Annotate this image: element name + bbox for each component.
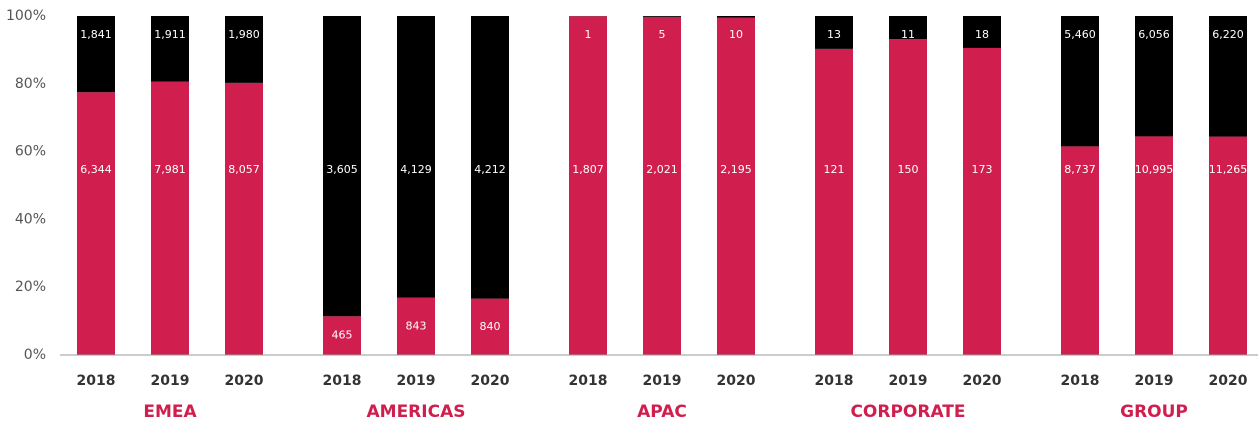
data-label: 6,220: [1212, 28, 1244, 41]
bar-segment: [151, 16, 189, 82]
data-label: 10,995: [1135, 163, 1174, 176]
bar-segment: [717, 16, 755, 18]
bar-segment: [77, 92, 115, 355]
x-tick-label: 2018: [1061, 373, 1100, 389]
data-label: 465: [332, 329, 353, 342]
data-label: 11,265: [1209, 163, 1248, 176]
bar-segment: [889, 39, 927, 355]
bar-segment: [889, 16, 927, 40]
x-tick-label: 2020: [963, 373, 1002, 389]
x-tick-label: 2019: [643, 373, 682, 389]
bar-segment: [397, 297, 435, 355]
data-label: 2,195: [720, 163, 752, 176]
bar-segment: [1135, 136, 1173, 355]
bar-segment: [643, 16, 681, 356]
group-label: AMERICAS: [367, 402, 466, 421]
data-label: 1: [585, 28, 592, 41]
y-tick-label: 0%: [24, 347, 46, 363]
x-tick-label: 2019: [1135, 373, 1174, 389]
group-label: GROUP: [1120, 402, 1188, 421]
bar-segment: [471, 16, 509, 299]
data-label: 5: [659, 28, 666, 41]
data-label: 1,980: [228, 28, 260, 41]
data-label: 5,460: [1064, 28, 1096, 41]
data-label: 1,807: [572, 163, 604, 176]
bar-segment: [471, 298, 509, 355]
bar-segment: [963, 47, 1001, 356]
bar-segment: [815, 48, 853, 355]
data-label: 843: [406, 319, 427, 332]
x-tick-label: 2020: [717, 373, 756, 389]
x-tick-label: 2019: [151, 373, 190, 389]
x-tick-label: 2018: [815, 373, 854, 389]
data-label: 6,344: [80, 163, 112, 176]
x-tick-label: 2019: [397, 373, 436, 389]
data-label: 840: [480, 320, 501, 333]
y-tick-label: 60%: [15, 144, 46, 160]
bar-segment: [225, 16, 263, 83]
bar-segment: [323, 316, 361, 355]
group-label: EMEA: [143, 402, 197, 421]
y-tick-label: 80%: [15, 76, 46, 92]
data-label: 121: [824, 163, 845, 176]
bar-segment: [643, 16, 681, 17]
x-tick-label: 2020: [225, 373, 264, 389]
bar-segment: [1135, 16, 1173, 137]
bar-segment: [323, 16, 361, 317]
data-label: 11: [901, 28, 915, 41]
data-label: 8,057: [228, 163, 260, 176]
data-label: 7,981: [154, 163, 186, 176]
data-label: 18: [975, 28, 989, 41]
y-tick-label: 100%: [6, 8, 46, 24]
x-tick-label: 2019: [889, 373, 928, 389]
data-label: 10: [729, 28, 743, 41]
bar-segment: [963, 16, 1001, 48]
y-tick-label: 20%: [15, 279, 46, 295]
data-label: 150: [898, 163, 919, 176]
bar-segment: [77, 16, 115, 93]
bar-segment: [1061, 16, 1099, 147]
group-label: CORPORATE: [850, 402, 965, 421]
data-label: 4,212: [474, 163, 506, 176]
data-label: 1,841: [80, 28, 112, 41]
y-tick-label: 40%: [15, 211, 46, 227]
bar-segment: [225, 82, 263, 355]
data-label: 2,021: [646, 163, 678, 176]
x-tick-label: 2018: [77, 373, 116, 389]
x-tick-label: 2020: [1209, 373, 1248, 389]
group-label: APAC: [637, 402, 687, 421]
bar-segment: [815, 16, 853, 49]
x-tick-label: 2018: [323, 373, 362, 389]
data-label: 8,737: [1064, 163, 1096, 176]
data-label: 4,129: [400, 163, 432, 176]
bar-segment: [151, 81, 189, 355]
data-label: 13: [827, 28, 841, 41]
x-tick-label: 2018: [569, 373, 608, 389]
data-label: 6,056: [1138, 28, 1170, 41]
x-tick-label: 2020: [471, 373, 510, 389]
data-label: 1,911: [154, 28, 186, 41]
data-label: 3,605: [326, 163, 358, 176]
bar-segment: [397, 16, 435, 298]
bar-segment: [1061, 146, 1099, 355]
bar-segment: [1209, 136, 1247, 355]
bar-segment: [569, 16, 607, 355]
bar-segment: [717, 17, 755, 355]
data-label: 173: [972, 163, 993, 176]
bar-segment: [1209, 16, 1247, 137]
